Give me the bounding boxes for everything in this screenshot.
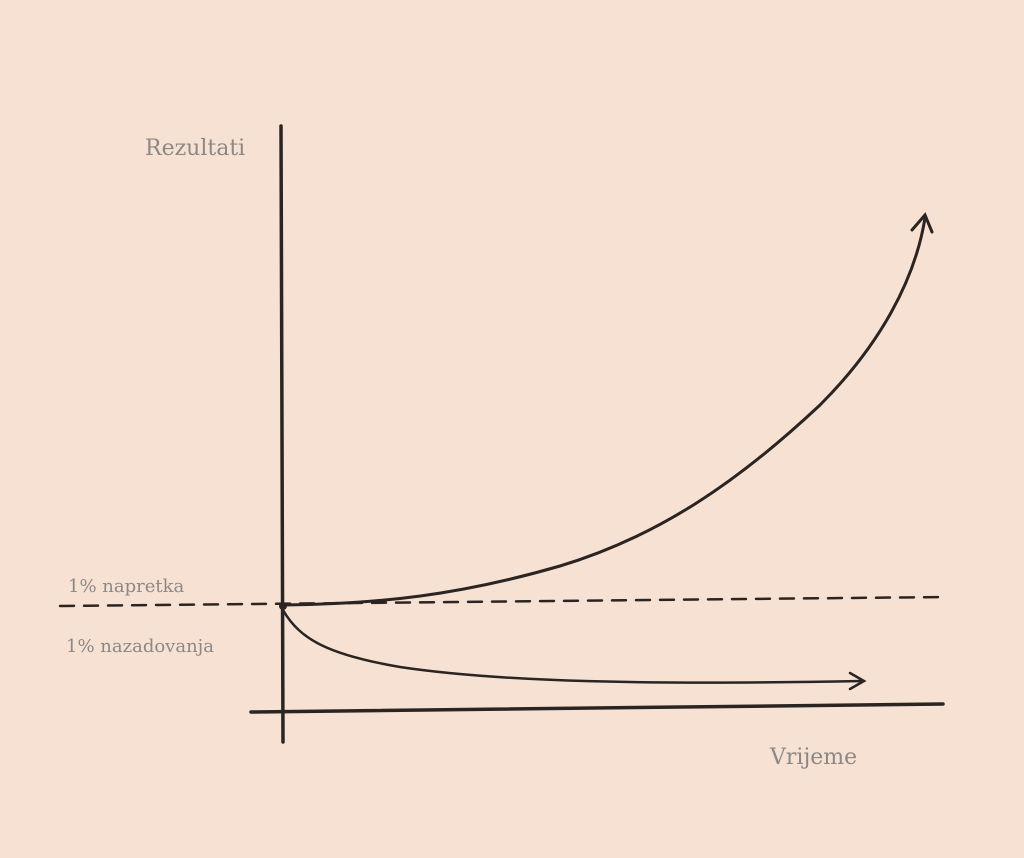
drawing: [58, 124, 947, 744]
improvement-arrowhead: [910, 212, 934, 234]
x-axis: [249, 702, 945, 714]
improvement-curve: [281, 216, 927, 607]
decline-label: 1% nazadovanja: [66, 636, 214, 657]
decline-curve: [281, 608, 864, 684]
y-axis: [279, 124, 285, 744]
decline-arrowhead: [848, 671, 867, 691]
baseline: [58, 595, 947, 608]
x-axis-label: Vrijeme: [769, 745, 857, 770]
origin-dot: [279, 602, 287, 610]
improvement-label: 1% napretka: [68, 576, 185, 597]
y-axis-label: Rezultati: [145, 136, 245, 161]
